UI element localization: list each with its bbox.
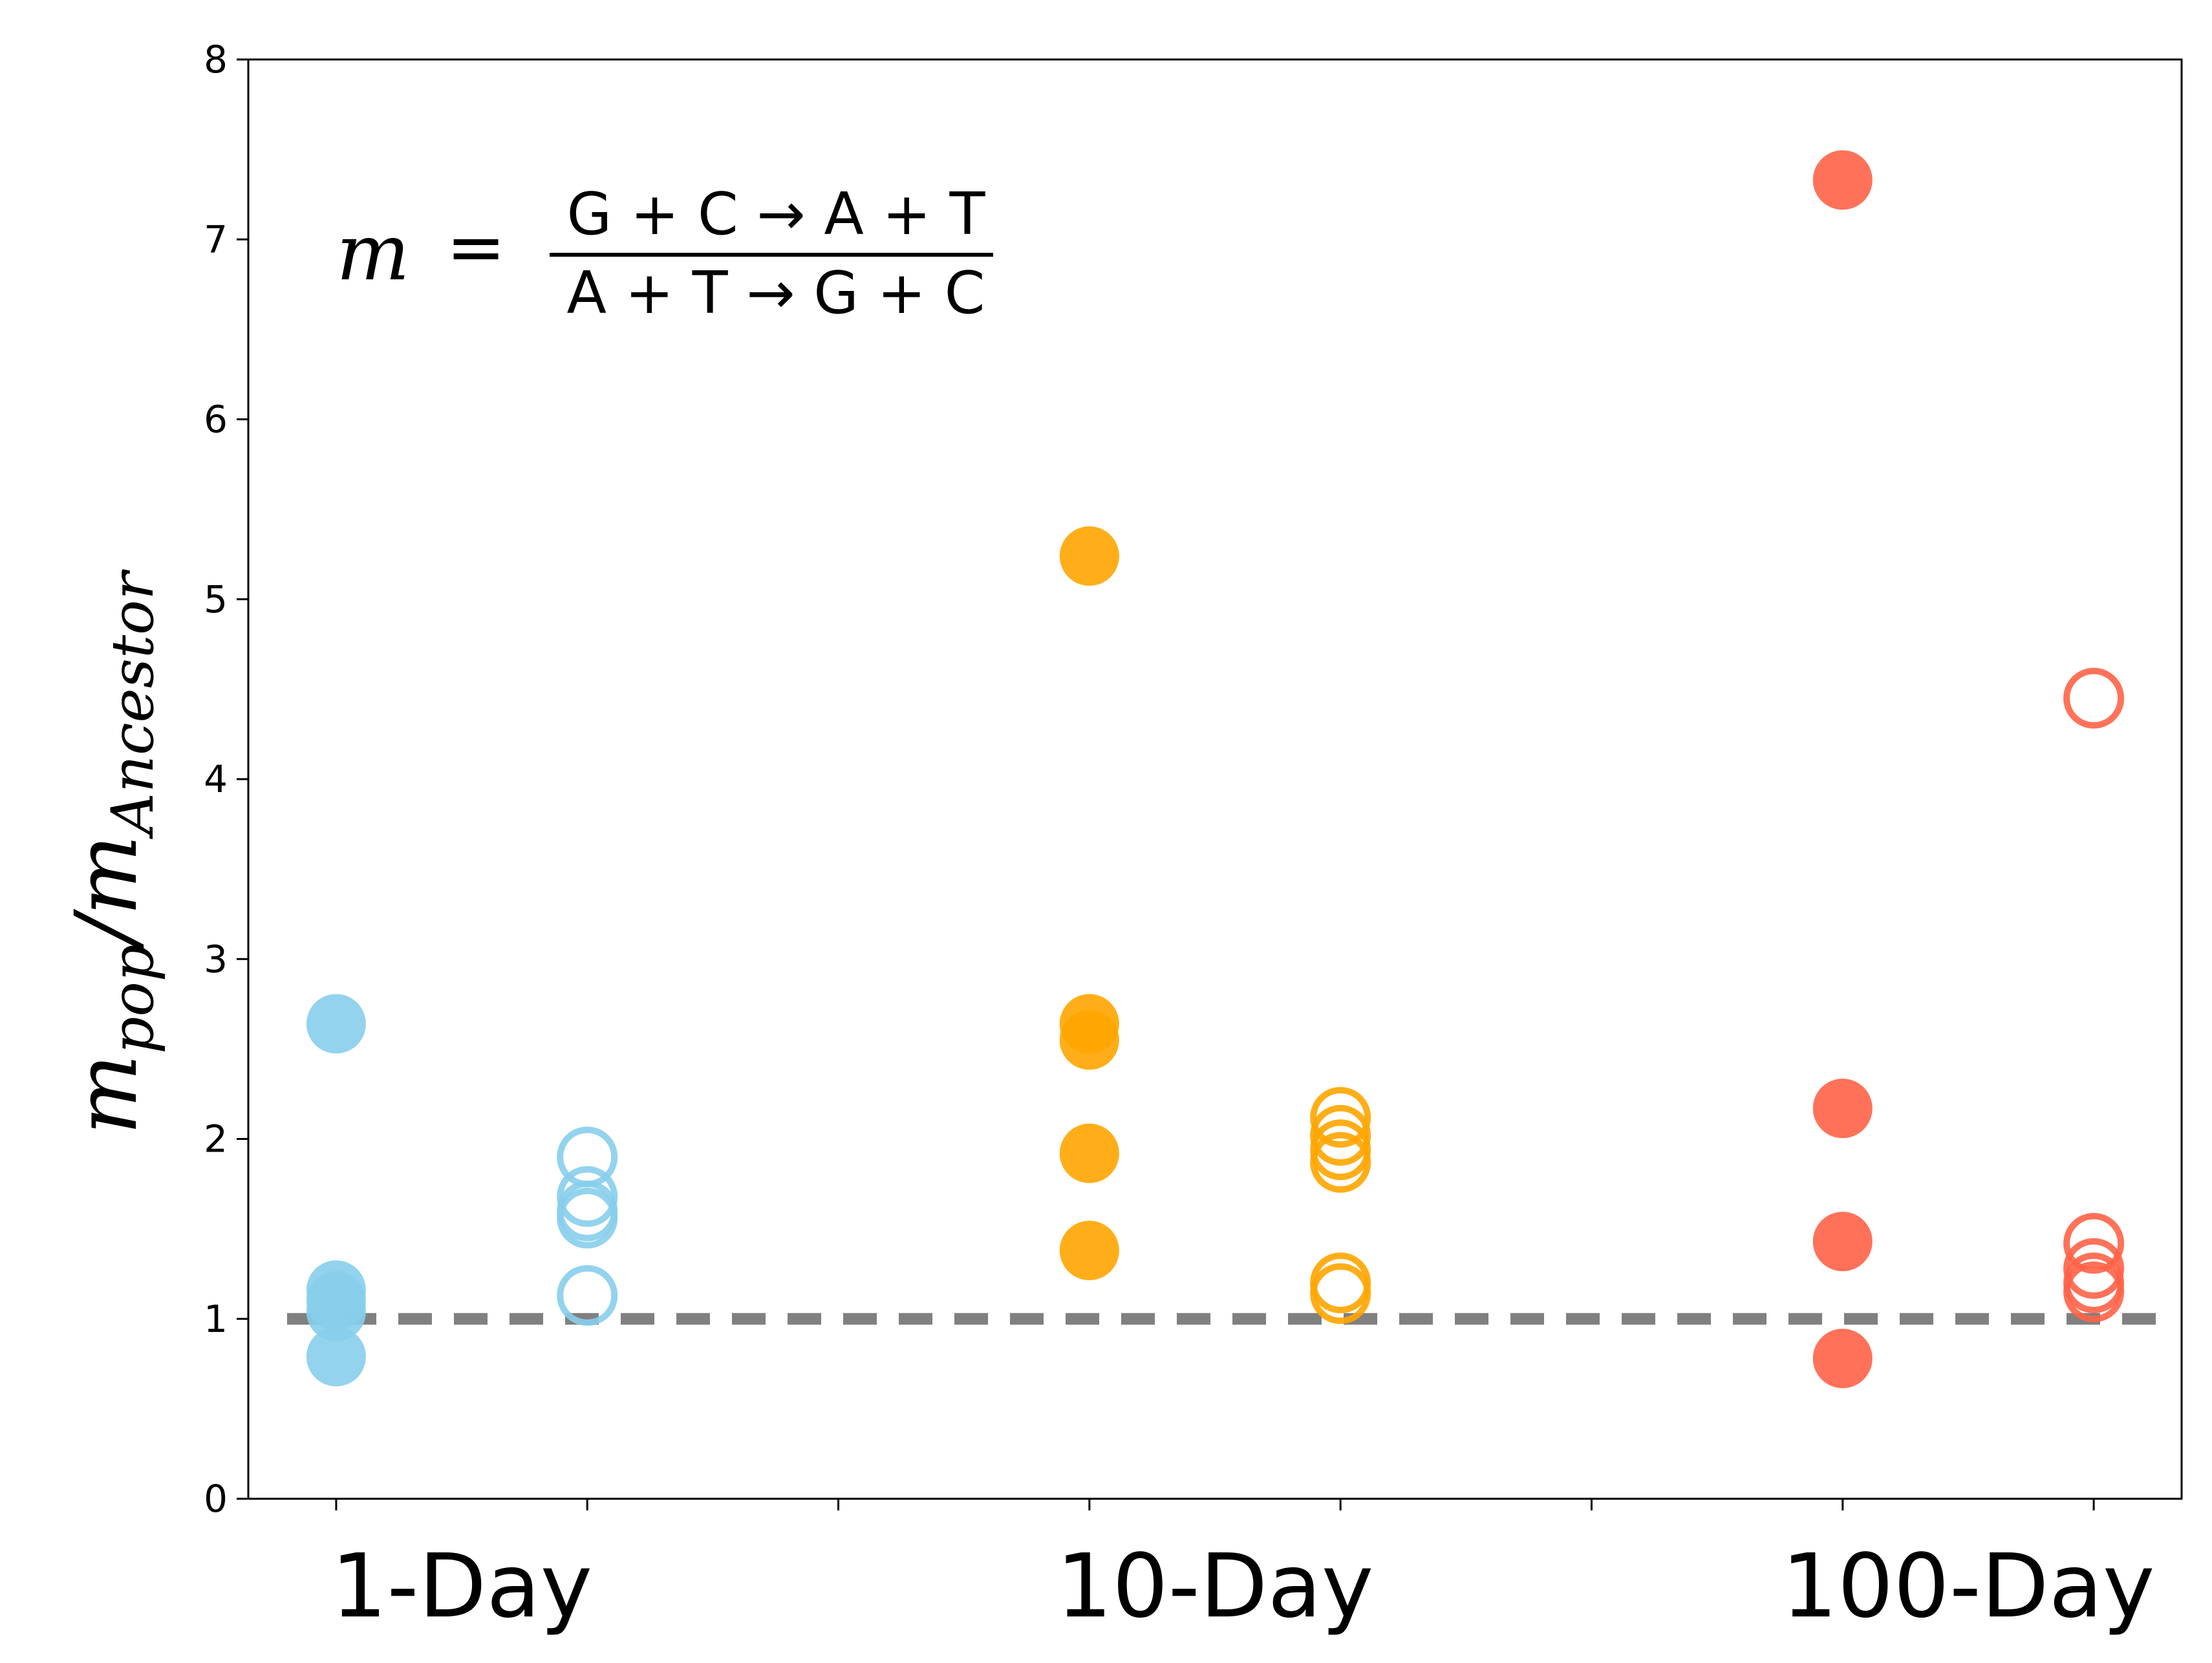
x-group-label: 1-Day — [331, 1536, 592, 1638]
svg-text:mpop/mAncestor: mpop/mAncestor — [57, 569, 167, 1135]
filled-point — [1059, 1123, 1119, 1183]
filled-point — [306, 1282, 366, 1342]
hollow-point — [1310, 1087, 1371, 1148]
hollow-point — [557, 1166, 618, 1227]
hollow-point — [1310, 1104, 1371, 1166]
y-tick-label: 6 — [204, 398, 228, 442]
hollow-point — [2063, 1238, 2125, 1299]
filled-point — [1059, 1221, 1119, 1281]
hollow-point — [557, 1187, 618, 1249]
y-tick-label: 4 — [204, 757, 228, 801]
y-tick-label: 3 — [204, 937, 228, 981]
hollow-point — [1310, 1132, 1371, 1193]
y-tick-label: 7 — [204, 217, 228, 261]
ylabel-base-left: m — [57, 1054, 156, 1135]
hollow-point — [2063, 667, 2125, 729]
y-tick-label: 1 — [204, 1297, 228, 1341]
formula-annotation: m = G + C → A + T A + T → G + C — [336, 180, 993, 327]
hollow-point — [2063, 1212, 2125, 1274]
formula-equals: = — [446, 206, 506, 288]
x-group-label: 10-Day — [1057, 1536, 1374, 1638]
filled-point — [306, 994, 366, 1054]
hollow-point — [557, 1265, 618, 1326]
ylabel-sub-left: pop — [99, 945, 167, 1054]
x-group-labels: 1-Day 10-Day 100-Day — [331, 1536, 2155, 1638]
x-group-label: 100-Day — [1781, 1536, 2154, 1638]
formula-numerator: G + C → A + T — [566, 180, 985, 248]
data-points — [306, 150, 2125, 1388]
y-axis-ticks: 0 1 2 3 4 5 6 7 8 — [204, 38, 248, 1521]
filled-point — [1812, 1328, 1873, 1388]
y-tick-label: 0 — [204, 1477, 228, 1521]
filled-point — [306, 1327, 366, 1387]
formula-lhs: m — [336, 208, 410, 298]
hollow-point — [1310, 1263, 1371, 1324]
plot-frame — [247, 58, 2183, 1500]
x-axis-ticks — [335, 1499, 2095, 1510]
hollow-point — [2063, 1261, 2125, 1323]
formula-denominator: A + T → G + C — [566, 259, 985, 327]
ylabel-base-right: m — [57, 835, 156, 916]
ylabel-sub-right: Ancestor — [99, 569, 167, 839]
y-tick-label: 8 — [204, 38, 228, 81]
y-tick-label: 5 — [204, 577, 228, 621]
filled-point — [1059, 526, 1119, 586]
filled-point — [1812, 150, 1873, 210]
filled-point — [1059, 1010, 1119, 1070]
y-axis-label: mpop/mAncestor — [57, 569, 167, 1135]
filled-point — [1812, 1212, 1873, 1272]
y-tick-label: 2 — [204, 1117, 228, 1161]
filled-point — [1812, 1078, 1873, 1139]
